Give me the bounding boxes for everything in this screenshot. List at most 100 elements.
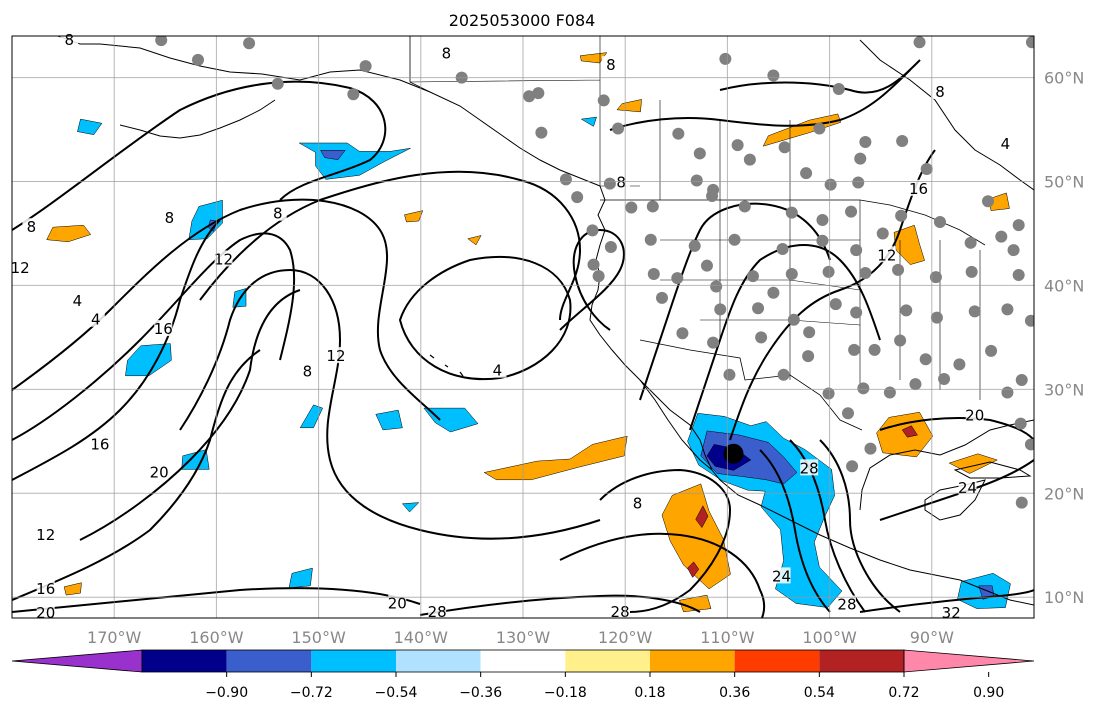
station-marker	[787, 313, 800, 326]
station-marker	[672, 127, 685, 140]
station-marker	[612, 122, 625, 135]
precip-positive-area	[893, 224, 925, 265]
colorbar-extend-max	[903, 649, 1035, 673]
station-marker	[985, 344, 998, 357]
station-marker	[900, 304, 913, 317]
contour-label-bg	[326, 347, 345, 364]
contour-label: 28	[837, 595, 856, 613]
contour-label: 8	[165, 209, 175, 227]
station-marker	[894, 334, 907, 347]
station-marker	[913, 36, 926, 49]
map-title: 2025053000 F084	[449, 11, 596, 30]
contour-16-west	[12, 219, 221, 481]
station-marker	[909, 378, 922, 391]
contour-20-southeast	[12, 587, 421, 613]
station-marker	[1015, 374, 1028, 387]
contour-4-canada	[719, 59, 921, 94]
contour-label-bg	[437, 44, 456, 61]
precip-negative-area	[77, 118, 103, 135]
contour-label: 8	[442, 45, 452, 63]
station-marker	[1024, 438, 1034, 451]
baja-california	[639, 379, 713, 471]
contour-label-bg	[930, 83, 949, 100]
low-center-layer	[723, 443, 744, 464]
station-marker	[892, 263, 905, 276]
station-marker	[1014, 417, 1027, 430]
contour-label: 12	[214, 250, 233, 268]
station-marker	[964, 236, 977, 249]
contour-label-bg	[965, 406, 984, 423]
contour-label-bg	[154, 320, 173, 337]
contour-label: 16	[36, 580, 55, 598]
station-marker	[929, 271, 942, 284]
station-marker	[710, 280, 723, 293]
precip-negative-area	[320, 150, 346, 160]
hawaii-islands	[429, 354, 464, 377]
hudson-bay-coastline	[859, 39, 1034, 191]
longitude-tick-labels: 170°W 160°W 150°W 140°W 130°W 120°W 110°W 100°W…	[87, 628, 954, 647]
longitude-tick-label: 170°W	[87, 628, 142, 647]
contour-label-bg	[772, 567, 791, 584]
precip-negative-area	[288, 567, 313, 589]
colorbar: −0.90 −0.72 −0.54 −0.36 −0.18 0.18 0.36 0.54 0.7…	[11, 649, 1035, 701]
station-marker	[854, 152, 867, 165]
yucatan-coastline	[924, 479, 986, 521]
colorbar-segment	[819, 650, 904, 672]
contour-label: 8	[616, 174, 626, 192]
station-marker	[271, 77, 284, 90]
precip-positive-area	[687, 561, 700, 578]
longitude-tick-label: 90°W	[910, 628, 954, 647]
station-marker	[813, 122, 826, 135]
contour-label: 12	[11, 259, 30, 277]
station-marker	[523, 90, 536, 103]
station-marker	[953, 358, 966, 371]
station-marker	[671, 272, 684, 285]
contour-label-bg	[942, 603, 961, 620]
colorbar-tick-label: −0.18	[544, 685, 587, 701]
contour-label-bg	[214, 250, 233, 267]
station-marker	[644, 233, 657, 246]
contour-label-bg	[877, 246, 896, 263]
contour-label: 8	[935, 83, 945, 101]
station-marker	[723, 368, 736, 381]
station-marker	[1007, 244, 1020, 257]
contour-4-central-low	[398, 256, 572, 381]
longitude-tick-label: 100°W	[802, 628, 857, 647]
latitude-tick-labels: 60°N 50°N 40°N 30°N 20°N 10°N	[1044, 69, 1084, 608]
contour-label: 20	[965, 406, 984, 424]
colorbar-tick-label: 0.90	[973, 685, 1004, 701]
contour-label: 20	[150, 464, 169, 482]
contour-label: 8	[606, 56, 616, 74]
latitude-tick-label: 60°N	[1044, 69, 1084, 88]
contour-label-bg	[68, 292, 87, 309]
latitude-tick-label: 20°N	[1044, 484, 1084, 503]
station-marker	[785, 206, 798, 219]
station-marker	[535, 126, 548, 139]
station-marker	[597, 94, 610, 107]
station-marker	[1015, 496, 1028, 509]
station-marker	[848, 343, 861, 356]
station-marker	[155, 36, 168, 47]
station-marker	[532, 87, 545, 100]
station-marker	[743, 153, 756, 166]
contour-label-bg	[90, 435, 109, 452]
station-marker	[1001, 386, 1014, 399]
contour-label-bg	[628, 494, 647, 511]
station-marker	[690, 174, 703, 187]
station-marker	[982, 195, 995, 208]
colorbar-segment	[396, 650, 481, 672]
contour-label: 8	[273, 205, 283, 223]
precip-positive-area	[901, 425, 918, 438]
precip-positive-area	[404, 210, 424, 223]
contour-label-bg	[388, 594, 407, 611]
station-marker	[859, 266, 872, 279]
station-marker	[883, 386, 896, 399]
contour-label: 8	[303, 363, 313, 381]
station-marker	[243, 37, 256, 50]
precip-negative-area	[299, 404, 324, 429]
contour-label: 16	[90, 435, 109, 453]
station-marker	[800, 167, 813, 180]
colorbar-tick-label: 0.36	[719, 685, 750, 701]
station-marker	[864, 442, 877, 455]
colorbar-extend-min	[11, 649, 143, 673]
